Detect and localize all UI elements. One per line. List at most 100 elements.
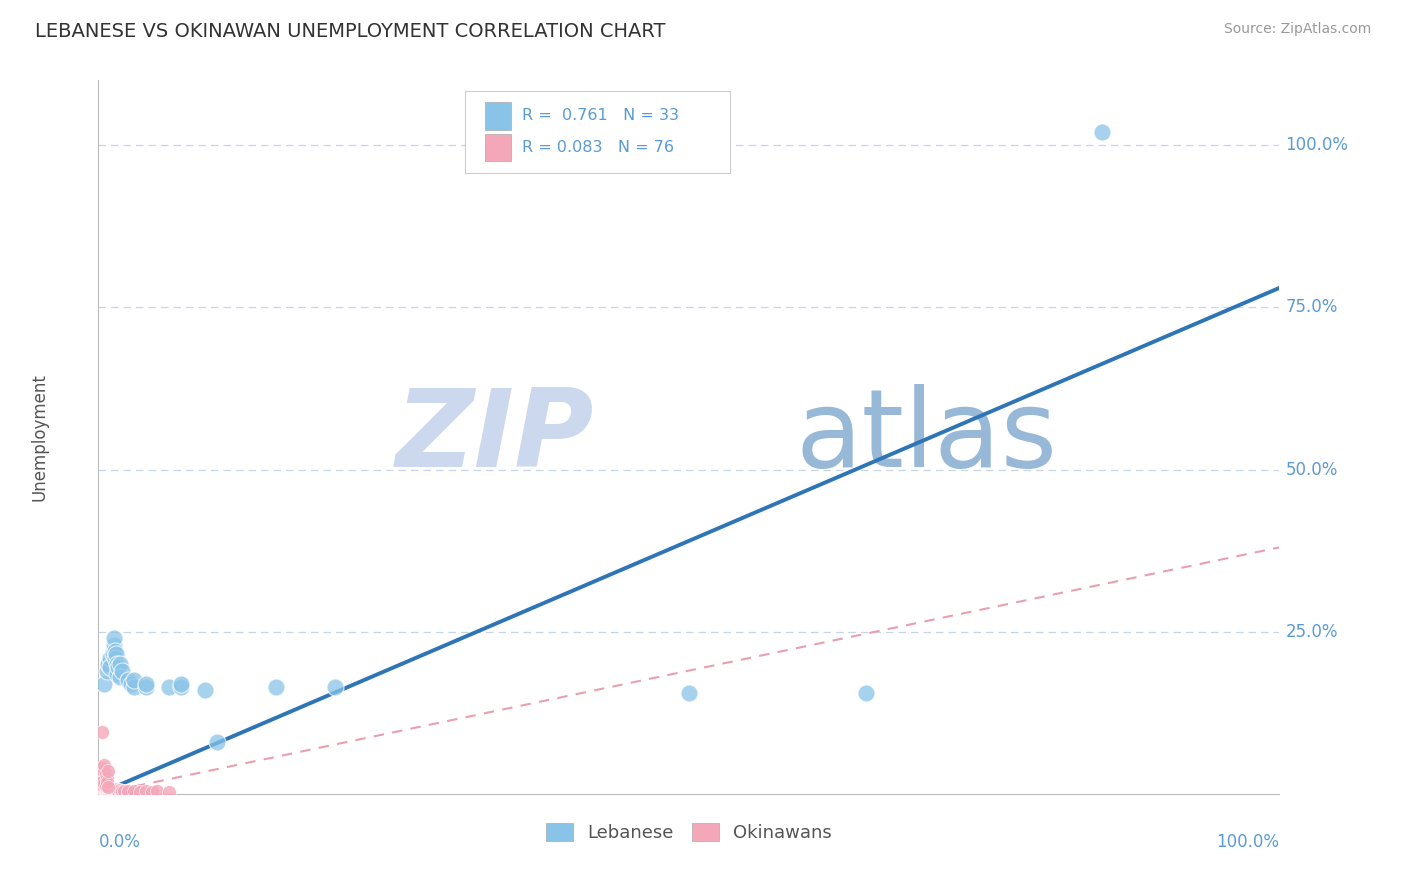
Point bbox=[104, 784, 127, 798]
Point bbox=[94, 779, 117, 793]
Point bbox=[98, 650, 121, 665]
Point bbox=[91, 783, 114, 797]
Text: LEBANESE VS OKINAWAN UNEMPLOYMENT CORRELATION CHART: LEBANESE VS OKINAWAN UNEMPLOYMENT CORREL… bbox=[35, 22, 665, 41]
Point bbox=[135, 784, 157, 798]
Point bbox=[112, 784, 135, 798]
FancyBboxPatch shape bbox=[464, 91, 730, 173]
FancyBboxPatch shape bbox=[485, 103, 510, 129]
Point bbox=[157, 785, 180, 799]
Point bbox=[96, 775, 118, 789]
Point bbox=[135, 680, 157, 694]
Point bbox=[678, 686, 700, 700]
Point bbox=[111, 664, 134, 678]
Point bbox=[98, 782, 121, 797]
Point bbox=[103, 783, 125, 797]
Point bbox=[97, 780, 120, 795]
FancyBboxPatch shape bbox=[485, 134, 510, 161]
Point bbox=[108, 670, 131, 684]
Point bbox=[94, 783, 117, 797]
Point bbox=[135, 676, 157, 690]
Point bbox=[101, 648, 124, 662]
Point bbox=[93, 777, 115, 791]
Point bbox=[323, 680, 346, 694]
Point bbox=[111, 783, 134, 797]
Point bbox=[100, 782, 122, 797]
Point bbox=[97, 784, 120, 798]
Point bbox=[170, 676, 193, 690]
Point bbox=[141, 785, 163, 799]
Point bbox=[96, 785, 118, 799]
Point bbox=[93, 782, 115, 797]
Point bbox=[264, 680, 287, 694]
Text: ZIP: ZIP bbox=[396, 384, 595, 490]
Point bbox=[98, 784, 121, 798]
Text: 100.0%: 100.0% bbox=[1216, 833, 1279, 851]
Point bbox=[170, 680, 193, 694]
Point bbox=[96, 664, 118, 678]
Text: R =  0.761   N = 33: R = 0.761 N = 33 bbox=[523, 109, 679, 123]
Point bbox=[108, 657, 131, 672]
Point bbox=[91, 761, 114, 775]
Point bbox=[97, 783, 120, 797]
Point bbox=[100, 785, 122, 799]
Point bbox=[101, 784, 124, 798]
Point bbox=[122, 784, 145, 798]
Point bbox=[105, 783, 128, 797]
Point bbox=[194, 683, 217, 698]
Point bbox=[1091, 125, 1114, 139]
Point bbox=[96, 780, 118, 795]
Point bbox=[98, 783, 121, 797]
Point bbox=[100, 783, 122, 797]
Point bbox=[108, 784, 131, 798]
Point bbox=[97, 764, 120, 779]
Point bbox=[128, 785, 150, 799]
Point bbox=[96, 771, 118, 785]
Point bbox=[97, 657, 120, 672]
Point bbox=[157, 680, 180, 694]
Text: 50.0%: 50.0% bbox=[1285, 460, 1337, 478]
Point bbox=[107, 660, 129, 674]
Point bbox=[104, 644, 127, 658]
Point bbox=[105, 783, 128, 797]
Point bbox=[105, 784, 128, 798]
Point bbox=[101, 644, 124, 658]
Point bbox=[97, 781, 120, 796]
Text: Unemployment: Unemployment bbox=[31, 373, 48, 501]
Point bbox=[107, 783, 129, 797]
Point bbox=[94, 781, 117, 796]
Point bbox=[117, 785, 139, 799]
Text: 25.0%: 25.0% bbox=[1285, 623, 1339, 640]
Point bbox=[98, 781, 121, 796]
Point bbox=[94, 767, 117, 781]
Point bbox=[91, 767, 114, 781]
Legend: Lebanese, Okinawans: Lebanese, Okinawans bbox=[538, 815, 839, 849]
Point bbox=[117, 673, 139, 688]
Point bbox=[111, 785, 134, 799]
Text: atlas: atlas bbox=[796, 384, 1057, 490]
Point bbox=[91, 781, 114, 796]
Point bbox=[96, 783, 118, 797]
Point bbox=[91, 784, 114, 798]
Point bbox=[98, 785, 121, 799]
Point bbox=[98, 660, 121, 674]
Point bbox=[121, 676, 143, 690]
Point bbox=[146, 784, 169, 798]
Text: 0.0%: 0.0% bbox=[98, 833, 141, 851]
Point bbox=[91, 725, 114, 739]
Text: 75.0%: 75.0% bbox=[1285, 298, 1337, 317]
Point bbox=[93, 785, 115, 799]
Text: 100.0%: 100.0% bbox=[1285, 136, 1348, 154]
Point bbox=[105, 666, 128, 681]
Point bbox=[107, 785, 129, 799]
Point bbox=[117, 783, 139, 797]
Point bbox=[101, 781, 124, 796]
Point bbox=[91, 780, 114, 795]
Point bbox=[104, 650, 127, 665]
Point bbox=[122, 673, 145, 688]
Point bbox=[98, 783, 121, 797]
Point bbox=[122, 680, 145, 694]
Text: R = 0.083   N = 76: R = 0.083 N = 76 bbox=[523, 140, 675, 155]
Point bbox=[91, 780, 114, 795]
Point bbox=[94, 784, 117, 798]
Point bbox=[103, 631, 125, 645]
